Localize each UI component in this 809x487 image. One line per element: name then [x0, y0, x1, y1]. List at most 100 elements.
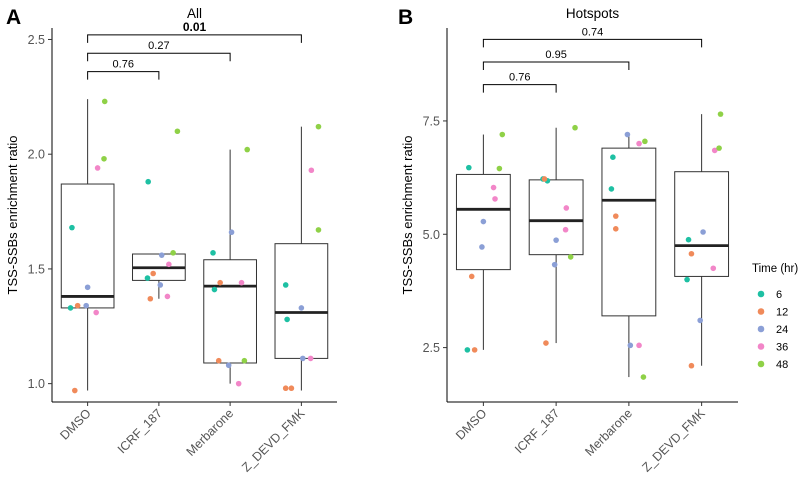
data-point-6hr	[466, 164, 472, 171]
data-point-6hr	[282, 282, 289, 288]
legend-label: 48	[776, 359, 788, 371]
comparison-bracket	[87, 52, 231, 62]
legend-label: 6	[776, 289, 782, 301]
data-point-6hr	[284, 316, 290, 323]
data-point-12hr	[282, 385, 289, 392]
comparison-bracket	[482, 61, 630, 70]
data-point-12hr	[217, 279, 223, 286]
data-point-48hr	[567, 254, 574, 260]
data-point-36hr	[238, 279, 245, 286]
legend-swatch-6hr	[757, 290, 765, 298]
box-body	[528, 179, 584, 256]
p-value-label: 0.95	[545, 49, 566, 61]
legend-swatch-48hr	[757, 360, 765, 368]
p-value-label: 0.01	[183, 20, 207, 34]
legend-swatch-12hr	[757, 308, 765, 315]
data-point-36hr	[711, 147, 718, 154]
data-point-12hr	[468, 273, 475, 280]
data-point-24hr	[225, 362, 232, 369]
comparison-bracket	[482, 38, 703, 48]
data-point-6hr	[684, 276, 690, 283]
box-body	[601, 147, 657, 317]
p-value-label: 0.27	[148, 40, 169, 52]
y-tick-label: 1.0	[28, 377, 45, 391]
box-dmso	[455, 134, 511, 350]
panel-letter: A	[6, 6, 21, 29]
legend-swatch-36hr	[757, 343, 765, 350]
data-point-48hr	[572, 124, 578, 131]
data-point-48hr	[640, 374, 647, 380]
data-point-36hr	[636, 342, 642, 349]
data-point-36hr	[164, 293, 171, 300]
data-point-48hr	[101, 155, 107, 162]
data-point-6hr	[144, 275, 151, 281]
data-point-48hr	[244, 146, 251, 153]
data-point-6hr	[610, 154, 616, 160]
data-point-12hr	[541, 176, 548, 182]
box-body	[674, 171, 730, 277]
data-point-48hr	[717, 111, 724, 117]
data-point-24hr	[83, 302, 89, 309]
data-point-12hr	[215, 357, 222, 364]
y-tick-label: 2.0	[28, 148, 45, 162]
data-point-6hr	[69, 224, 75, 231]
legend-label: 24	[776, 324, 788, 336]
comparison-bracket	[482, 84, 557, 93]
data-point-36hr	[563, 205, 570, 211]
data-point-36hr	[490, 184, 497, 191]
data-point-6hr	[464, 347, 471, 353]
p-value-label: 0.76	[509, 72, 530, 84]
data-point-12hr	[147, 295, 154, 302]
legend-label: 12	[776, 307, 788, 319]
data-point-24hr	[228, 229, 235, 236]
data-point-24hr	[700, 229, 706, 235]
y-tick-label: 2.5	[28, 33, 45, 47]
data-point-48hr	[101, 98, 108, 105]
data-point-12hr	[150, 270, 156, 277]
data-point-24hr	[553, 237, 559, 243]
comparison-bracket	[87, 71, 160, 80]
panel-letter: B	[398, 6, 413, 29]
data-point-48hr	[642, 138, 648, 145]
data-point-24hr	[298, 305, 305, 311]
y-axis-label: TSS-SSBs enrichment ratio	[5, 136, 20, 295]
data-point-12hr	[612, 213, 619, 219]
data-point-36hr	[166, 261, 172, 268]
y-tick-label: 5.0	[423, 228, 440, 242]
legend-title: Time (hr)	[752, 263, 798, 275]
data-point-12hr	[72, 387, 78, 394]
legend-label: 36	[776, 342, 788, 354]
data-point-6hr	[608, 186, 615, 192]
data-point-24hr	[479, 244, 485, 250]
y-axis-label: TSS-SSBs enrichment ratio	[400, 136, 415, 295]
data-point-36hr	[307, 355, 314, 362]
data-point-36hr	[636, 140, 642, 147]
box-icrf-187	[528, 127, 584, 344]
data-point-12hr	[74, 302, 81, 309]
legend-swatch-24hr	[757, 325, 765, 333]
legend: Time (hr) 6 12 24 36 48	[752, 263, 798, 371]
data-point-6hr	[685, 236, 692, 243]
data-point-48hr	[716, 145, 722, 151]
data-point-24hr	[157, 282, 164, 288]
data-point-36hr	[492, 196, 498, 202]
data-point-12hr	[288, 385, 295, 392]
p-value-label: 0.76	[113, 59, 134, 71]
data-point-36hr	[710, 265, 717, 272]
data-point-12hr	[543, 340, 549, 346]
panel-title: All	[187, 6, 202, 21]
data-point-48hr	[170, 250, 176, 256]
data-point-6hr	[210, 250, 216, 256]
data-point-12hr	[688, 250, 695, 257]
data-point-48hr	[499, 131, 506, 138]
data-point-24hr	[84, 284, 91, 291]
panel-title: Hotspots	[566, 6, 620, 21]
data-point-12hr	[688, 362, 695, 369]
data-point-24hr	[624, 131, 631, 138]
data-point-6hr	[67, 305, 74, 311]
data-point-24hr	[480, 218, 487, 225]
p-value-label: 0.74	[582, 26, 603, 38]
data-point-12hr	[471, 347, 478, 353]
